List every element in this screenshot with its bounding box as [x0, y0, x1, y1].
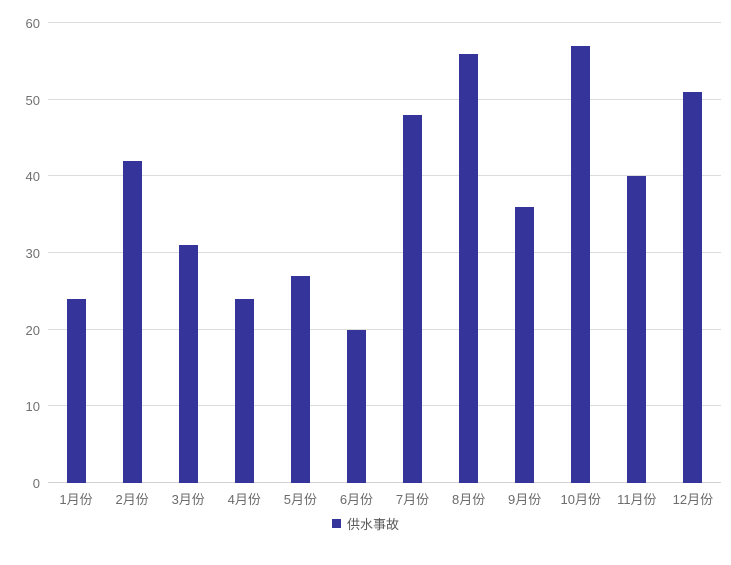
bar-slot: [104, 23, 160, 483]
bar-slot: [48, 23, 104, 483]
plot-area: [48, 22, 721, 483]
bar-slot: [553, 23, 609, 483]
bar-12月份: [683, 92, 703, 483]
bar-3月份: [178, 245, 198, 483]
gridline: [48, 405, 721, 407]
y-axis-tick-label: 60: [25, 16, 40, 31]
x-axis-tick-label: 2月份: [115, 492, 149, 507]
legend-series-label: 供水事故: [346, 517, 399, 532]
x-axis-tick-label: 8月份: [451, 492, 486, 507]
bar-5月份: [290, 276, 310, 483]
gridline: [48, 22, 721, 23]
bar-slot: [665, 23, 721, 483]
x-axis-tick-label: 7月份: [395, 492, 430, 507]
gridline: [48, 175, 721, 177]
y-axis-tick-label: 50: [25, 92, 40, 108]
gridline: [48, 482, 721, 483]
bar-2月份: [122, 161, 142, 483]
bar-slot: [160, 23, 216, 483]
gridline: [48, 252, 721, 253]
legend: 供水事故: [0, 514, 731, 533]
bar-slot: [328, 23, 384, 483]
bar-7月份: [403, 115, 422, 483]
gridline: [48, 98, 721, 100]
bar-1月份: [66, 299, 86, 483]
bar-slot: [272, 23, 328, 483]
x-axis-tick-label: 9月份: [508, 492, 542, 507]
bar-10月份: [571, 46, 591, 483]
x-axis-tick-label: 1月份: [59, 492, 93, 507]
y-axis-tick-label: 10: [25, 399, 40, 415]
x-axis-tick-label: 11月份: [617, 492, 657, 507]
x-axis-tick-label: 5月份: [283, 492, 317, 507]
bar-slot: [497, 23, 553, 483]
y-axis-tick-label: 20: [25, 322, 40, 338]
x-axis: 1月份 2月份 3月份 4月份 5月份 6月份 7月份 8月份 9月份 10月份 11月份 12月份: [48, 489, 721, 508]
y-axis-tick-label: 0: [32, 476, 40, 491]
x-axis-tick-label: 3月份: [171, 492, 205, 507]
bar-4月份: [234, 299, 254, 483]
y-axis-tick-label: 40: [25, 169, 40, 185]
bar-9月份: [515, 207, 535, 483]
bar-slot: [441, 23, 497, 483]
bar-slot: [609, 23, 665, 483]
x-axis-tick-label: 4月份: [227, 492, 261, 507]
bar-6月份: [346, 329, 366, 483]
bar-8月份: [459, 53, 479, 483]
x-axis-tick-label: 12月份: [672, 492, 714, 507]
bar-slot: [384, 23, 440, 483]
bar-slot: [216, 23, 272, 483]
bar-11月份: [627, 176, 647, 483]
x-axis-tick-label: 10月份: [560, 492, 601, 507]
y-axis-tick-label: 30: [25, 246, 40, 261]
bars-container: [48, 23, 721, 483]
legend-marker-icon: [331, 519, 341, 528]
gridline: [48, 328, 721, 330]
x-axis-tick-label: 6月份: [339, 492, 374, 507]
